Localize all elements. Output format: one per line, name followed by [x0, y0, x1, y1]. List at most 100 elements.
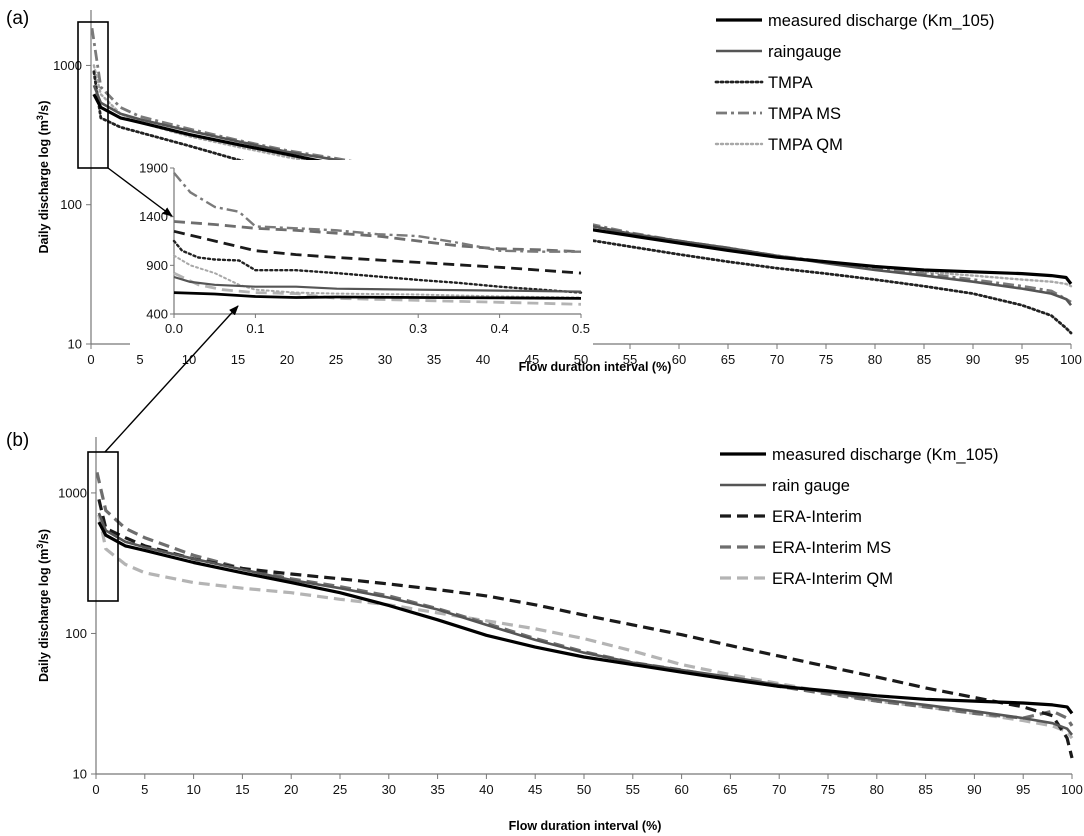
series-line-era-interim: [97, 499, 1074, 759]
panel-a-label: (a): [6, 8, 29, 29]
legend-label-tmpa-qm: TMPA QM: [768, 136, 843, 154]
y-axis-title-text: Daily discharge log (m: [37, 549, 51, 682]
x-tick-label: 5: [136, 352, 143, 367]
panel-a-plot-area: 1010010000510152025303540455055606570758…: [53, 10, 1082, 367]
legend-label-tmpa: TMPA: [768, 74, 813, 92]
inset-series-line-era-interim-ms-like-dashed: [173, 220, 582, 254]
x-tick-label: 20: [284, 782, 298, 797]
x-tick-label: 100: [1060, 352, 1082, 367]
inset-x-tick-label: 0.0: [165, 321, 183, 336]
x-tick-label: 40: [479, 782, 493, 797]
y-axis-title-superscript: 3: [35, 544, 45, 549]
x-tick-label: 100: [1061, 782, 1083, 797]
inset-series-line-tmpa-qm: [173, 254, 582, 299]
legend-label-measured-discharge-km-105: measured discharge (Km_105): [772, 446, 999, 464]
inset-series-line-era-interim-like-dashed: [173, 229, 582, 275]
x-tick-label: 55: [623, 352, 637, 367]
x-tick-label: 65: [723, 782, 737, 797]
legend-label-era-interim: ERA-Interim: [772, 508, 862, 526]
panel-b: (b) 10 100 1000 0 5 10 15 20 25 30 35 40 45 50 55 60 65 7…: [6, 430, 1083, 833]
panel-b-y-axis-title: Daily discharge log (m3/s): [35, 529, 51, 682]
inset-series-line-tmpa: [172, 239, 583, 294]
inset-y-tick-label: 1900: [139, 161, 168, 176]
x-tick-label: 95: [1016, 782, 1030, 797]
series-line-rain-gauge: [97, 512, 1074, 736]
x-tick-label: 45: [525, 352, 539, 367]
legend-label-era-interim-ms: ERA-Interim MS: [772, 539, 891, 557]
x-tick-label: 75: [819, 352, 833, 367]
x-tick-label: 20: [280, 352, 294, 367]
y-axis-title-superscript: 3: [35, 115, 45, 120]
x-tick-label: 80: [870, 782, 884, 797]
y-tick-label: 10: [73, 767, 87, 782]
zoom-annotations: [77, 21, 239, 602]
x-tick-label: 70: [772, 782, 786, 797]
series-line-tmpa-ms: [90, 27, 1072, 304]
x-tick-label: 95: [1015, 352, 1029, 367]
inset-series-line-measured-discharge-km-105: [173, 291, 582, 300]
x-tick-label: 90: [967, 782, 981, 797]
x-tick-label: 35: [427, 352, 441, 367]
x-tick-label: 80: [868, 352, 882, 367]
y-tick-label: 1000: [53, 58, 82, 73]
inset-series-line-tmpa-ms: [173, 172, 581, 253]
legend-label-tmpa-ms: TMPA MS: [768, 105, 841, 123]
inset-series-line-raingauge: [173, 275, 582, 293]
legend-label-raingauge: raingauge: [768, 43, 841, 61]
x-tick-label: 65: [721, 352, 735, 367]
inset-x-tick-label: 0.3: [409, 321, 427, 336]
y-axis-title-unit: /s): [37, 529, 51, 544]
panel-b-legend: measured discharge (Km_105)rain gauge ERA…: [720, 446, 999, 588]
legend-label-rain-gauge: rain gauge: [772, 477, 850, 495]
zoom-arrow-a: [107, 167, 173, 217]
panel-b-plot-area: 10 100 1000 0 5 10 15 20 25 30 35 40 45 50 55 60 65 70 75 8…: [58, 437, 1083, 797]
x-tick-label: 25: [333, 782, 347, 797]
inset-y-tick-label: 1400: [139, 209, 168, 224]
y-tick-label: 1000: [58, 485, 87, 500]
x-tick-label: 30: [378, 352, 392, 367]
panel-a-legend: measured discharge (Km_105) raingauge TMPA…: [714, 12, 995, 154]
x-tick-label: 15: [231, 352, 245, 367]
y-tick-label: 100: [65, 626, 87, 641]
panel-b-x-axis-title: Flow duration interval (%): [509, 819, 662, 833]
inset-x-tick-label: 0.5: [572, 321, 590, 336]
inset-y-tick-label: 400: [146, 307, 168, 322]
x-tick-label: 45: [528, 782, 542, 797]
series-line-era-interim-ms: [95, 472, 1074, 727]
y-tick-label: 100: [60, 197, 82, 212]
panel-b-label: (b): [6, 430, 29, 451]
x-tick-label: 40: [476, 352, 490, 367]
panel-a: (a) 101001000051015202530354045505560657…: [6, 8, 1082, 374]
x-tick-label: 15: [235, 782, 249, 797]
panel-a-x-axis-title: Flow duration interval (%): [519, 360, 672, 374]
zoom-box-a: [77, 21, 109, 169]
inset-series-line-era-interim-qm-like-dashed: [173, 271, 582, 306]
x-tick-label: 50: [574, 352, 588, 367]
x-tick-label: 60: [672, 352, 686, 367]
inset-x-tick-label: 0.1: [246, 321, 264, 336]
x-tick-label: 0: [92, 782, 99, 797]
x-tick-label: 55: [626, 782, 640, 797]
x-tick-label: 50: [577, 782, 591, 797]
x-tick-label: 5: [141, 782, 148, 797]
legend-label-era-interim-qm: ERA-Interim QM: [772, 570, 893, 588]
zoom-arrow-b: [104, 305, 239, 453]
panel-a-inset: 400 900 1400 1900 0.0 0.1 0.3 0.4 0.5: [130, 160, 593, 350]
legend-label-measured-discharge-km-105: measured discharge (Km_105): [768, 12, 995, 30]
x-tick-label: 35: [430, 782, 444, 797]
x-tick-label: 60: [674, 782, 688, 797]
inset-background: [130, 160, 593, 350]
x-tick-label: 85: [917, 352, 931, 367]
x-tick-label: 25: [329, 352, 343, 367]
series-line-measured-discharge-km-105: [97, 521, 1074, 715]
inset-x-tick-label: 0.4: [491, 321, 509, 336]
x-tick-label: 70: [770, 352, 784, 367]
y-tick-label: 10: [68, 337, 82, 352]
x-tick-label: 0: [87, 352, 94, 367]
x-tick-label: 90: [966, 352, 980, 367]
x-tick-label: 30: [382, 782, 396, 797]
x-tick-label: 75: [821, 782, 835, 797]
x-tick-label: 85: [918, 782, 932, 797]
panel-a-y-axis-title: Daily discharge log (m3/s): [35, 101, 51, 254]
